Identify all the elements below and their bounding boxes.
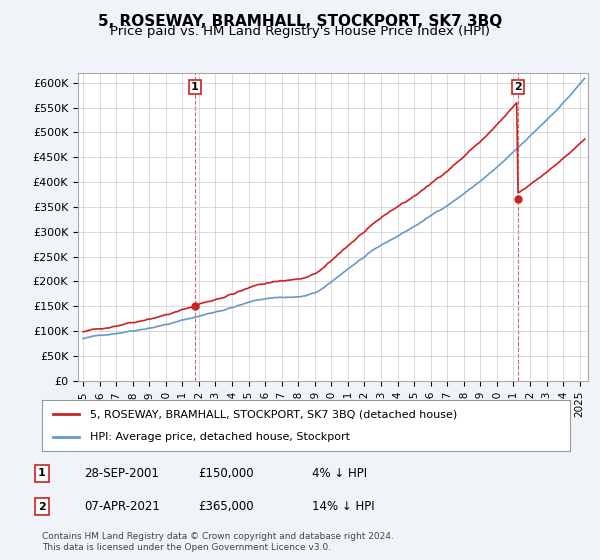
Text: 2: 2 <box>514 82 522 92</box>
Text: 5, ROSEWAY, BRAMHALL, STOCKPORT, SK7 3BQ (detached house): 5, ROSEWAY, BRAMHALL, STOCKPORT, SK7 3BQ… <box>89 409 457 419</box>
Text: £150,000: £150,000 <box>198 466 254 480</box>
Text: HPI: Average price, detached house, Stockport: HPI: Average price, detached house, Stoc… <box>89 432 350 442</box>
Text: 4% ↓ HPI: 4% ↓ HPI <box>312 466 367 480</box>
Text: 14% ↓ HPI: 14% ↓ HPI <box>312 500 374 514</box>
Text: £365,000: £365,000 <box>198 500 254 514</box>
Text: 07-APR-2021: 07-APR-2021 <box>84 500 160 514</box>
Text: Contains HM Land Registry data © Crown copyright and database right 2024.
This d: Contains HM Land Registry data © Crown c… <box>42 532 394 552</box>
Text: 28-SEP-2001: 28-SEP-2001 <box>84 466 159 480</box>
Text: Price paid vs. HM Land Registry's House Price Index (HPI): Price paid vs. HM Land Registry's House … <box>110 25 490 38</box>
Text: 1: 1 <box>38 468 46 478</box>
Text: 1: 1 <box>191 82 199 92</box>
Text: 2: 2 <box>38 502 46 512</box>
Text: 5, ROSEWAY, BRAMHALL, STOCKPORT, SK7 3BQ: 5, ROSEWAY, BRAMHALL, STOCKPORT, SK7 3BQ <box>98 14 502 29</box>
